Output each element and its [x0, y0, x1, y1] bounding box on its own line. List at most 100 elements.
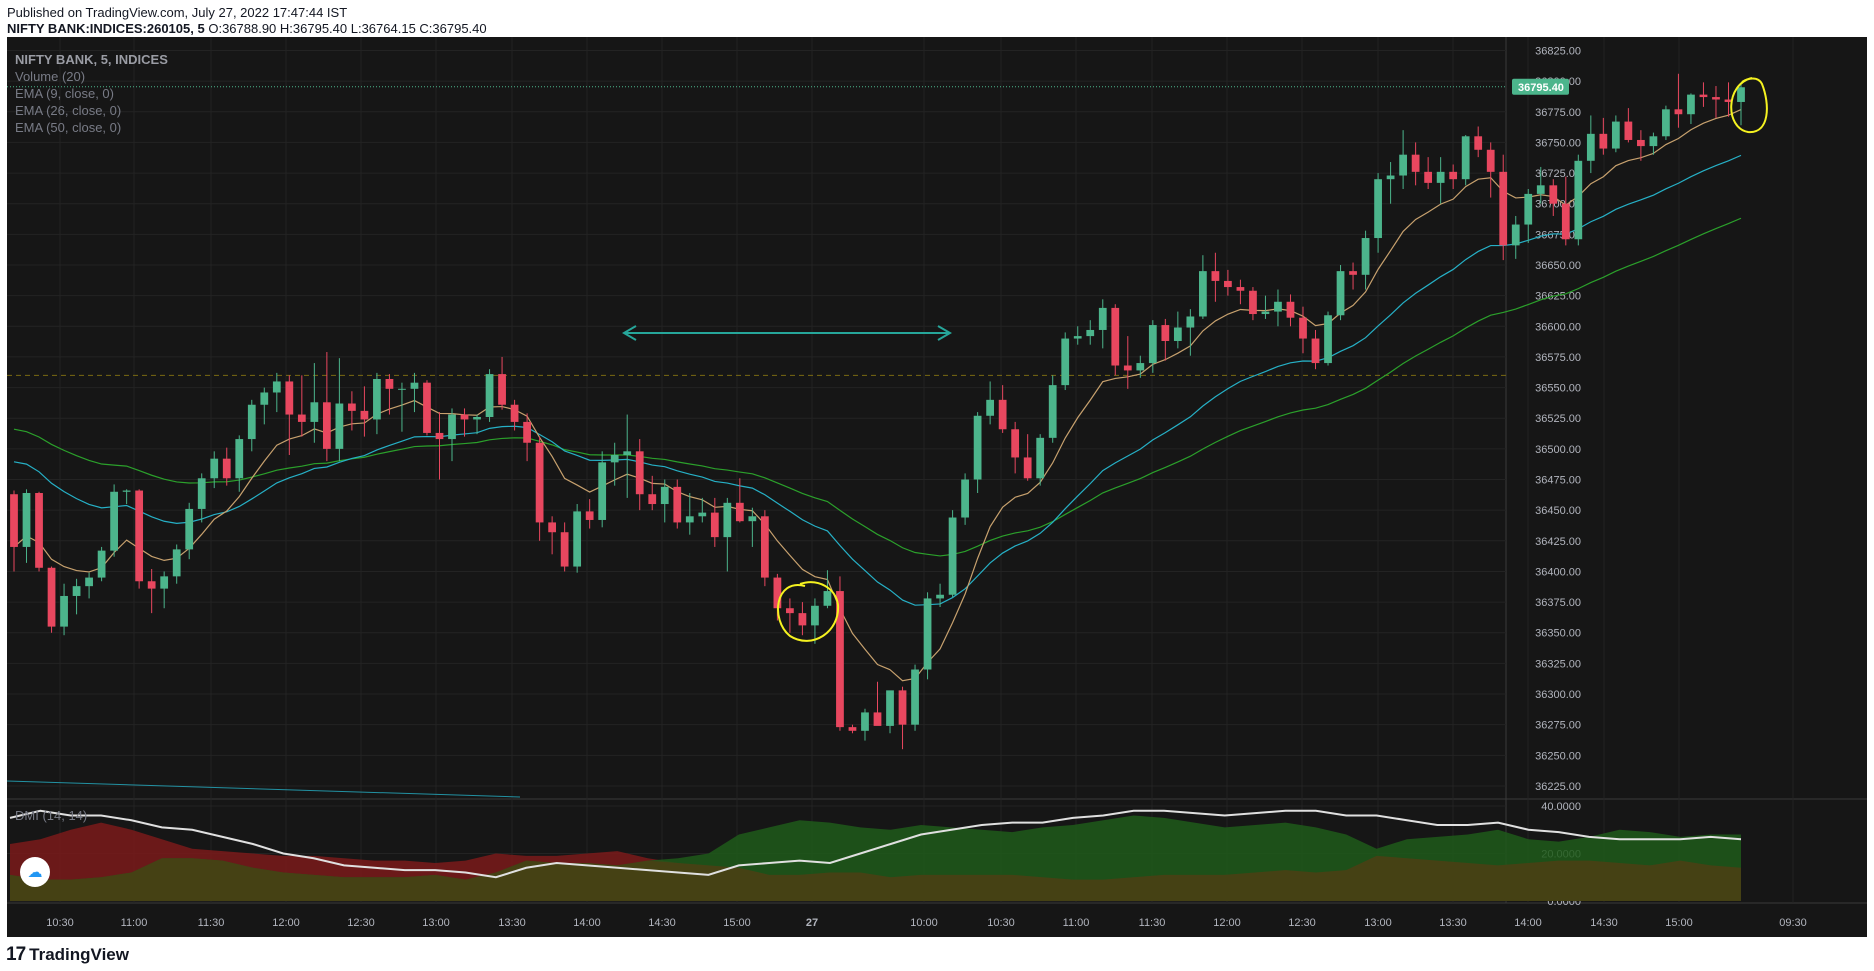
candle-body	[623, 451, 632, 455]
price-tick-label: 36225.00	[1535, 781, 1581, 793]
time-axis-background	[7, 903, 1867, 937]
candle-body	[1399, 154, 1407, 176]
candle-body	[1662, 109, 1670, 137]
candle-body	[473, 417, 481, 420]
legend-symbol: NIFTY BANK, 5, INDICES	[15, 52, 168, 67]
time-tick-label: 13:30	[1439, 917, 1467, 929]
candle-body	[635, 451, 644, 495]
candle-body	[1173, 327, 1182, 341]
symbol-ohlc-line: NIFTY BANK:INDICES:260105, 5 O:36788.90 …	[7, 21, 487, 36]
price-tick-label: 36775.00	[1535, 107, 1581, 119]
candle-body	[385, 379, 394, 389]
time-tick-label: 14:30	[648, 917, 676, 929]
candle-body	[723, 502, 732, 538]
candle-body	[1511, 224, 1520, 246]
price-axis-background	[1506, 37, 1867, 903]
candle-body	[798, 613, 807, 626]
time-tick-label: 12:00	[272, 917, 300, 929]
candle-body	[160, 576, 169, 589]
candle-body	[1073, 336, 1082, 339]
time-tick-label: 11:30	[198, 917, 225, 929]
candle-body	[760, 516, 769, 578]
candle-body	[373, 379, 381, 420]
candle-body	[873, 712, 882, 726]
candle-body	[122, 490, 131, 492]
candle-body	[1311, 338, 1320, 364]
candle-body	[235, 439, 244, 479]
candle-body	[398, 388, 406, 390]
legend-ema9: EMA (9, close, 0)	[15, 86, 114, 101]
candle-body	[1098, 307, 1107, 330]
candle-body	[773, 577, 782, 609]
time-tick-label: 10:30	[46, 917, 74, 929]
price-tick-label: 36725.00	[1535, 168, 1581, 180]
candle-body	[322, 402, 331, 449]
candle-body	[1699, 94, 1708, 98]
candle-body	[60, 595, 68, 627]
price-tick-label: 36425.00	[1535, 536, 1581, 548]
candle-body	[735, 502, 744, 522]
candle-body	[1461, 136, 1470, 180]
candle-body	[673, 486, 682, 523]
candle-body	[1449, 171, 1458, 180]
candle-body	[297, 414, 306, 422]
candle-body	[1561, 203, 1570, 240]
candle-body	[1186, 316, 1195, 328]
candle-body	[1611, 121, 1620, 149]
candle-body	[1586, 133, 1595, 161]
candle-body	[1224, 280, 1232, 288]
candle-body	[1549, 185, 1558, 204]
candle-body	[1349, 271, 1357, 275]
candle-body	[22, 493, 31, 547]
candle-body	[1436, 171, 1445, 183]
candle-body	[197, 478, 206, 509]
candle-body	[1148, 325, 1157, 364]
candle-body	[961, 479, 969, 518]
dmi-overlap-area	[10, 855, 1741, 901]
time-tick-label: 13:00	[1364, 917, 1392, 929]
candle-body	[1236, 287, 1245, 291]
time-tick-label: 12:30	[347, 917, 375, 929]
time-tick-label: 10:00	[910, 917, 938, 929]
candle-body	[1486, 149, 1495, 172]
candle-body	[535, 442, 544, 523]
price-tick-label: 36275.00	[1535, 720, 1581, 732]
candle-body	[1361, 238, 1370, 275]
time-tick-label: 11:00	[121, 917, 148, 929]
candle-body	[348, 403, 356, 411]
candle-body	[97, 550, 106, 578]
footer-brand: 17 TradingView	[6, 944, 129, 966]
candle-body	[1724, 99, 1733, 102]
candle-body	[748, 516, 757, 522]
candle-body	[410, 382, 419, 389]
candle-body	[285, 381, 294, 415]
legend-ema50: EMA (50, close, 0)	[15, 120, 122, 135]
candle-body	[1336, 271, 1345, 316]
cloud-icon[interactable]: ☁	[20, 857, 50, 887]
price-tick-label: 36375.00	[1535, 597, 1581, 609]
candle-body	[1123, 365, 1132, 371]
drawing-arrow-right-head	[937, 325, 952, 341]
candle-body	[685, 516, 694, 523]
candle-body	[435, 432, 444, 440]
dmi-tick-label: 40.0000	[1541, 801, 1581, 813]
candle-body	[1261, 311, 1270, 315]
time-tick-label: 11:00	[1063, 917, 1090, 929]
candle-body	[260, 392, 269, 405]
candle-body	[1161, 325, 1170, 341]
candle-body	[222, 458, 231, 479]
price-tick-label: 36575.00	[1535, 352, 1581, 364]
candle-body	[936, 594, 944, 599]
time-tick-label: 14:30	[1590, 917, 1618, 929]
price-tick-label: 36250.00	[1535, 750, 1581, 762]
time-tick-label: 12:00	[1213, 917, 1241, 929]
candle-body	[660, 486, 669, 505]
legend-dmi: DMI (14, 14)	[15, 808, 88, 823]
candle-body	[786, 608, 794, 614]
candle-body	[1374, 179, 1382, 239]
candle-body	[47, 567, 56, 627]
candle-body	[973, 415, 982, 480]
candle-body	[886, 690, 894, 726]
candle-body	[1674, 109, 1683, 115]
